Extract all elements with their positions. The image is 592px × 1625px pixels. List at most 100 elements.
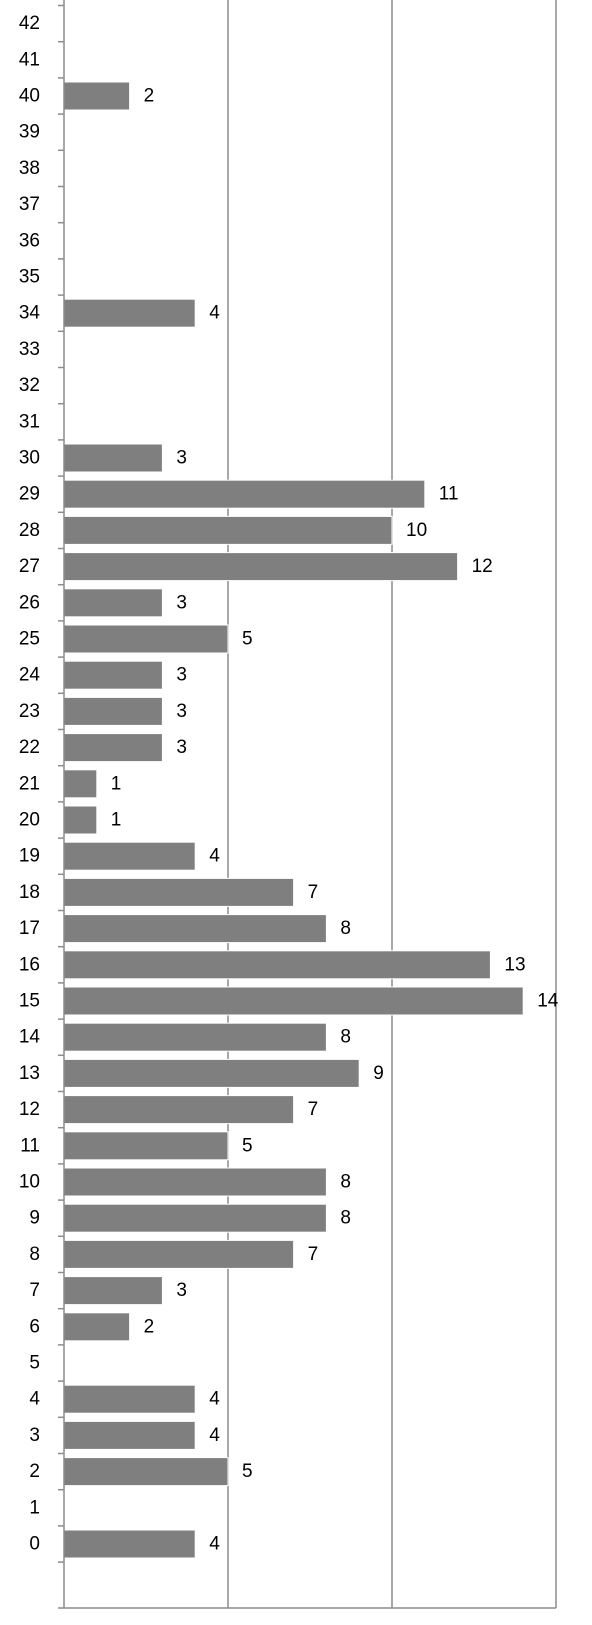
gridlines bbox=[227, 0, 557, 1608]
tick-label-12: 12 bbox=[19, 1099, 40, 1120]
bar-9 bbox=[63, 1203, 327, 1233]
tick-label-9: 9 bbox=[29, 1208, 40, 1229]
tick-label-28: 28 bbox=[19, 520, 40, 541]
tick-label-13: 13 bbox=[19, 1063, 40, 1084]
tick-label-34: 34 bbox=[19, 303, 41, 324]
tick-label-19: 19 bbox=[19, 846, 40, 867]
data-label-18: 7 bbox=[308, 882, 319, 903]
data-label-9: 8 bbox=[340, 1208, 351, 1229]
tick-label-40: 40 bbox=[19, 86, 40, 107]
tick-label-7: 7 bbox=[29, 1280, 40, 1301]
data-label-26: 3 bbox=[176, 592, 187, 613]
tick-label-16: 16 bbox=[19, 954, 40, 975]
bar-17 bbox=[63, 914, 327, 944]
data-label-40: 2 bbox=[144, 86, 155, 107]
bar-11 bbox=[63, 1131, 229, 1161]
data-label-10: 8 bbox=[340, 1172, 351, 1193]
tick-label-26: 26 bbox=[19, 592, 40, 613]
data-label-3: 4 bbox=[209, 1425, 220, 1446]
data-label-7: 3 bbox=[176, 1280, 187, 1301]
tick-label-24: 24 bbox=[19, 665, 41, 686]
bar-12 bbox=[63, 1095, 295, 1125]
tick-label-5: 5 bbox=[29, 1353, 40, 1374]
tick-label-36: 36 bbox=[19, 230, 40, 251]
bar-28 bbox=[63, 515, 393, 545]
data-label-19: 4 bbox=[209, 846, 220, 867]
tick-label-35: 35 bbox=[19, 267, 40, 288]
data-label-24: 3 bbox=[176, 665, 187, 686]
tick-label-23: 23 bbox=[19, 701, 40, 722]
tick-label-14: 14 bbox=[19, 1027, 41, 1048]
bar-25 bbox=[63, 624, 229, 654]
data-label-30: 3 bbox=[176, 448, 187, 469]
tick-label-29: 29 bbox=[19, 484, 40, 505]
bar-14 bbox=[63, 1022, 327, 1052]
bar-4 bbox=[63, 1384, 196, 1414]
bar-18 bbox=[63, 877, 295, 907]
bar-20 bbox=[63, 805, 98, 835]
data-label-15: 14 bbox=[537, 991, 559, 1012]
tick-label-8: 8 bbox=[29, 1244, 40, 1265]
tick-label-42: 42 bbox=[19, 13, 40, 34]
data-label-25: 5 bbox=[242, 629, 253, 650]
tick-label-27: 27 bbox=[19, 556, 40, 577]
bar-30 bbox=[63, 443, 163, 473]
data-label-29: 11 bbox=[439, 484, 459, 505]
data-label-16: 13 bbox=[504, 954, 525, 975]
tick-label-30: 30 bbox=[19, 448, 40, 469]
data-label-8: 7 bbox=[308, 1244, 319, 1265]
tick-label-18: 18 bbox=[19, 882, 40, 903]
bar-8 bbox=[63, 1239, 295, 1269]
bars bbox=[63, 81, 524, 1559]
category-tick-labels: 0123456789101112131415161718192021222324… bbox=[19, 13, 41, 1554]
data-label-28: 10 bbox=[406, 520, 427, 541]
data-label-20: 1 bbox=[111, 810, 122, 831]
bar-23 bbox=[63, 696, 163, 726]
data-label-23: 3 bbox=[176, 701, 187, 722]
bar-3 bbox=[63, 1420, 196, 1450]
data-label-14: 8 bbox=[340, 1027, 351, 1048]
bar-2 bbox=[63, 1457, 229, 1487]
tick-label-39: 39 bbox=[19, 122, 40, 143]
tick-label-10: 10 bbox=[19, 1172, 40, 1193]
bar-24 bbox=[63, 660, 163, 690]
tick-label-2: 2 bbox=[29, 1461, 40, 1482]
bar-19 bbox=[63, 841, 196, 871]
bar-26 bbox=[63, 588, 163, 618]
data-label-11: 5 bbox=[242, 1135, 253, 1156]
bar-34 bbox=[63, 298, 196, 328]
tick-label-33: 33 bbox=[19, 339, 40, 360]
data-label-21: 1 bbox=[111, 773, 122, 794]
tick-label-17: 17 bbox=[19, 918, 40, 939]
bar-13 bbox=[63, 1058, 360, 1088]
tick-label-32: 32 bbox=[19, 375, 40, 396]
data-label-6: 2 bbox=[144, 1316, 155, 1337]
data-label-2: 5 bbox=[242, 1461, 253, 1482]
data-label-4: 4 bbox=[209, 1389, 220, 1410]
data-label-0: 4 bbox=[209, 1534, 220, 1555]
data-label-27: 12 bbox=[472, 556, 493, 577]
bar-29 bbox=[63, 479, 426, 509]
tick-label-1: 1 bbox=[29, 1497, 40, 1518]
category-axis bbox=[58, 0, 556, 1609]
tick-label-3: 3 bbox=[29, 1425, 40, 1446]
bar-6 bbox=[63, 1312, 131, 1342]
tick-label-31: 31 bbox=[19, 411, 40, 432]
bar-0 bbox=[63, 1529, 196, 1559]
bar-7 bbox=[63, 1276, 163, 1306]
data-label-13: 9 bbox=[373, 1063, 384, 1084]
tick-label-0: 0 bbox=[29, 1534, 40, 1555]
tick-label-37: 37 bbox=[19, 194, 40, 215]
tick-label-22: 22 bbox=[19, 737, 40, 758]
data-label-34: 4 bbox=[209, 303, 220, 324]
bar-27 bbox=[63, 552, 459, 582]
bar-15 bbox=[63, 986, 524, 1016]
tick-label-21: 21 bbox=[19, 773, 40, 794]
tick-label-25: 25 bbox=[19, 629, 40, 650]
data-label-17: 8 bbox=[340, 918, 351, 939]
tick-label-20: 20 bbox=[19, 810, 40, 831]
tick-label-4: 4 bbox=[29, 1389, 40, 1410]
bar-10 bbox=[63, 1167, 327, 1197]
